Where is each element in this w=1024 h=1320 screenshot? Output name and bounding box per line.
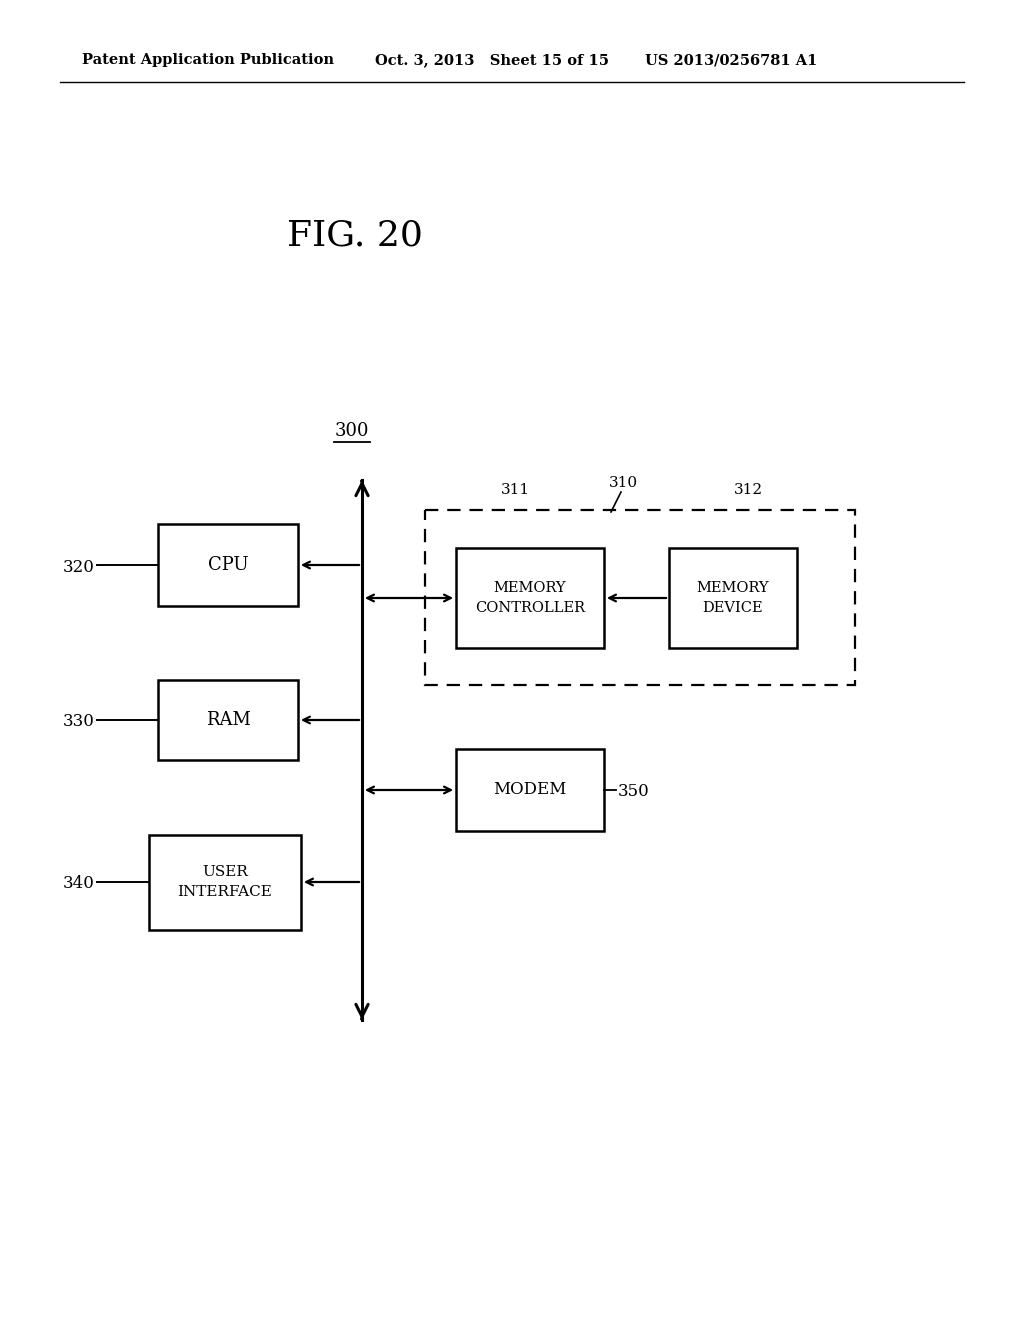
Text: USER
INTERFACE: USER INTERFACE	[177, 865, 272, 899]
Text: FIG. 20: FIG. 20	[287, 218, 423, 252]
Bar	[669, 548, 797, 648]
Text: Oct. 3, 2013   Sheet 15 of 15: Oct. 3, 2013 Sheet 15 of 15	[375, 53, 609, 67]
Text: 300: 300	[335, 422, 370, 440]
Text: Patent Application Publication: Patent Application Publication	[82, 53, 334, 67]
Text: 312: 312	[733, 483, 763, 498]
Bar	[456, 548, 604, 648]
Text: MEMORY
DEVICE: MEMORY DEVICE	[696, 581, 769, 615]
Bar	[150, 834, 301, 929]
Text: 350: 350	[618, 784, 650, 800]
Bar	[425, 510, 855, 685]
Text: 320: 320	[63, 558, 95, 576]
Bar	[158, 524, 298, 606]
Text: 330: 330	[63, 714, 95, 730]
Text: 340: 340	[63, 875, 95, 892]
Text: 311: 311	[501, 483, 529, 498]
Bar	[158, 680, 298, 760]
Text: MODEM: MODEM	[494, 781, 566, 799]
Text: MEMORY
CONTROLLER: MEMORY CONTROLLER	[475, 581, 585, 615]
Text: US 2013/0256781 A1: US 2013/0256781 A1	[645, 53, 817, 67]
Text: RAM: RAM	[206, 711, 251, 729]
Bar	[456, 748, 604, 832]
Text: CPU: CPU	[208, 556, 248, 574]
Text: 310: 310	[608, 477, 638, 490]
